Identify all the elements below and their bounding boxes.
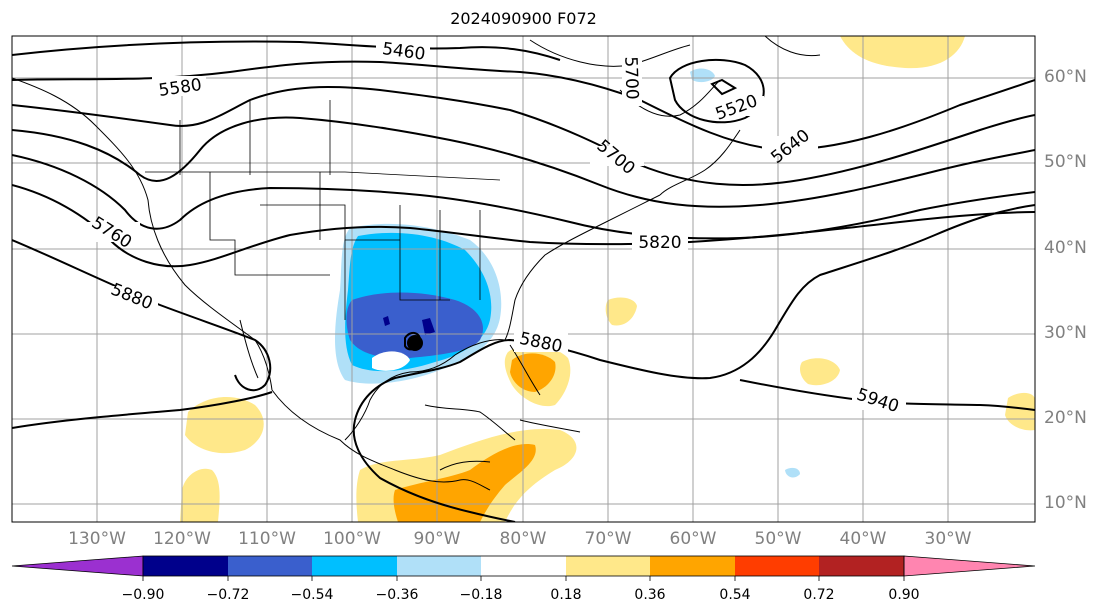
- height-contours: [12, 40, 1035, 522]
- colorbar: [11, 555, 1036, 581]
- lon-label: 110°W: [238, 529, 296, 549]
- map-title: 2024090900 F072: [450, 9, 597, 28]
- contour-label: 5700: [620, 56, 641, 100]
- colorbar-segment: [312, 556, 397, 576]
- lat-label: 40°N: [1044, 238, 1087, 258]
- lon-label: 90°W: [413, 529, 461, 549]
- contour-label: 5820: [638, 233, 681, 253]
- colorbar-tick-label: −0.36: [375, 587, 419, 603]
- political-borders: [145, 100, 501, 320]
- colorbar-segment: [143, 556, 228, 576]
- colorbar-segment: [481, 556, 566, 576]
- colorbar-segment: [397, 556, 481, 576]
- colorbar-tick-label: −0.54: [290, 587, 334, 603]
- lon-label: 100°W: [323, 529, 381, 549]
- colorbar-tick-label: −0.18: [459, 587, 503, 603]
- lon-label: 60°W: [669, 529, 717, 549]
- colorbar-tick-label: 0.54: [719, 587, 751, 603]
- colorbar-segment: [228, 556, 312, 576]
- lon-label: 50°W: [754, 529, 802, 549]
- colorbar-tick-label: 0.18: [550, 587, 582, 603]
- map-frame: [11, 35, 1036, 523]
- colorbar-segment: [735, 556, 819, 576]
- lat-label: 30°N: [1044, 323, 1087, 343]
- lon-label: 130°W: [68, 529, 126, 549]
- lon-label: 80°W: [499, 529, 547, 549]
- positive-anomaly-shading: [180, 36, 1035, 522]
- storm-center-marker: [407, 335, 423, 351]
- negative-anomaly-shading: [335, 223, 502, 384]
- lat-label: 50°N: [1044, 152, 1087, 172]
- colorbar-tick-label: 0.36: [634, 587, 666, 603]
- colorbar-tick-label: −0.72: [206, 587, 250, 603]
- colorbar-extend-high: [903, 555, 1036, 577]
- colorbar-segment: [566, 556, 650, 576]
- lon-label: 120°W: [153, 529, 211, 549]
- lon-label: 40°W: [839, 529, 887, 549]
- colorbar-tick-label: −0.90: [121, 587, 165, 603]
- lat-label: 10°N: [1044, 493, 1087, 513]
- lon-label: 30°W: [924, 529, 972, 549]
- lon-label: 70°W: [584, 529, 632, 549]
- colorbar-tick-label: 0.90: [888, 587, 920, 603]
- colorbar-segment: [819, 556, 904, 576]
- colorbar-tick-label: 0.72: [803, 587, 835, 603]
- lat-label: 60°N: [1044, 67, 1087, 87]
- colorbar-extend-low: [11, 555, 144, 577]
- lat-label: 20°N: [1044, 408, 1087, 428]
- colorbar-segment: [650, 556, 735, 576]
